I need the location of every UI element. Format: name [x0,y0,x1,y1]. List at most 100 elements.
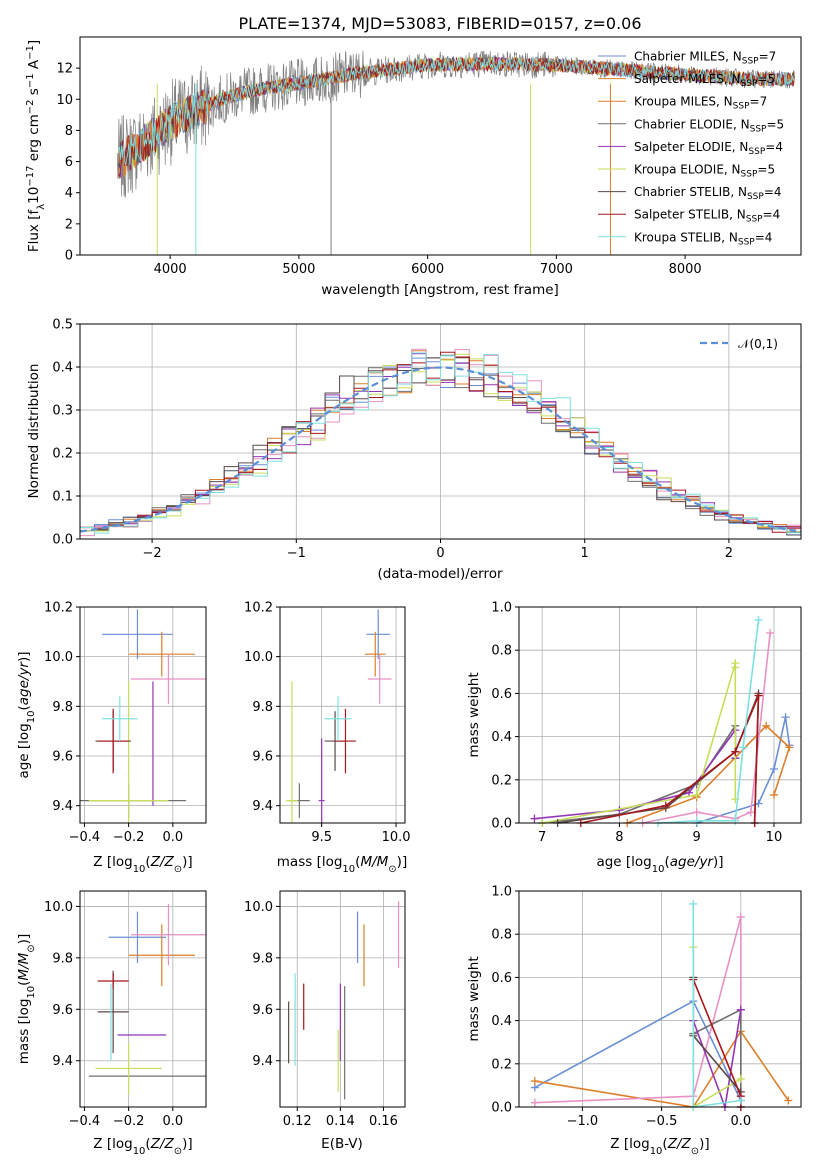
y-tick-label: 0.0 [491,817,512,832]
axes-frame [79,36,802,256]
series-point [731,816,740,825]
y-axis-label: mass [log10(M/M⊙)] [16,934,37,1064]
label-part: 10 [133,864,146,875]
label-part: 10 [26,711,37,724]
y-tick-label: 0.8 [491,644,512,659]
x-tick-label: 7000 [540,262,573,277]
mass-vs-ebv-panel: 0.12 0.14 0.16 9.4 9.6 9.8 10.0 E(B-V) [244,890,406,1152]
label-part: )] [699,1136,710,1152]
residual-y-label: Normed distribution [26,364,42,499]
label-part: Z [log [93,1136,132,1152]
legend-base: Kroupa ELODIE, N [634,163,741,177]
series-point [769,765,778,773]
y-tick-label: 0.4 [491,1014,512,1029]
label-part: Z/Z [150,854,175,870]
series-point [689,899,698,908]
x-axis-label: Z [log10(Z/Z⊙)] [93,854,192,875]
series-point [736,912,745,921]
y-tick-label: 0.6 [491,971,512,986]
series-line [642,632,771,824]
line-plot-area [530,615,794,827]
label-part: ( [662,1136,667,1152]
spectrum-title: PLATE=1374, MJD=53083, FIBERID=0157, z=0… [238,14,641,33]
label-part: ( [16,981,32,986]
label-part: age [log [16,723,32,778]
x-tick-label: −1.0 [567,1114,599,1129]
x-axis-label: E(B-V) [321,1136,363,1152]
line-plot-area [530,899,793,1111]
y-tick-label: 1.0 [491,601,512,616]
label-part: )] [16,934,32,945]
x-tick-label: 1 [581,546,589,561]
x-tick-label: −0.2 [113,830,145,845]
series-point [692,816,701,825]
y-tick-label: 9.8 [252,951,273,966]
legend-entry: Chabrier STELIB, NSSP=4 [634,185,782,202]
label-part: ⊙ [174,1146,182,1157]
series-point [754,615,763,624]
label-part: −1 [25,45,36,60]
y-tick-label: 0.1 [52,490,73,505]
gaussian-curve [80,366,801,533]
x-axis-label: Z [log10(Z/Z⊙)] [93,1136,192,1157]
y-tick-label: 10.0 [44,650,73,665]
series-point [692,790,701,799]
spectrum-panel: 4000 5000 6000 7000 8000 0 2 4 6 8 10 12 Chabrier MI… [25,36,802,298]
y-tick-label: 0.0 [52,533,73,548]
axes-frame [79,890,207,1108]
y-tick-label: 10.0 [244,900,273,915]
x-tick-label: 0.14 [326,1114,355,1129]
series-point [530,1098,539,1107]
label-part: λ [36,204,47,210]
y-tick-label: 0.0 [491,1101,512,1116]
legend-entry: Kroupa MILES, NSSP=7 [634,95,767,112]
legend-tail: =4 [764,185,782,199]
y-tick-label: 0.2 [491,1057,512,1072]
legend-entry: Salpeter ELODIE, NSSP=4 [634,140,783,157]
label-part: age/yr [670,854,715,870]
age-vs-mass-panel: 9.5 10.0 9.4 9.6 9.8 10.0 10.2 mass [log10(M/M⊙… [244,601,411,875]
errorbar-plot-area [80,609,206,823]
y-tick-label: 9.6 [52,749,73,764]
label-part: mass [log [277,854,343,870]
series-point [754,691,763,700]
label-part: −2 [25,99,36,114]
y-tick-label: 9.6 [252,749,273,764]
axes-frame [79,606,207,824]
x-tick-label: −1 [287,546,306,561]
x-tick-label: −0.2 [113,1114,145,1129]
x-tick-label: 0.0 [162,1114,183,1129]
y-tick-label: 9.8 [252,700,273,715]
y-tick-label: 9.8 [52,951,73,966]
series-point [530,814,539,823]
y-tick-label: 0.2 [491,773,512,788]
series-point [736,1096,745,1105]
label-part: mass [log [16,999,32,1065]
label-part: 10 [133,1146,146,1157]
residual-plot-area [80,348,801,537]
series-point [739,743,748,752]
series-point [661,801,670,810]
axes-frame [518,606,802,824]
errorbar-plot-area [288,901,400,1100]
legend-entry: Chabrier ELODIE, NSSP=5 [634,117,784,134]
spectrum-x-label: wavelength [Angstrom, rest frame] [321,282,559,298]
legend-base: Kroupa MILES, N [634,95,733,109]
x-axis-label: mass [log10(M/M⊙)] [277,854,407,875]
spectrum-y-label: Flux [fλ10−17 erg cm−2 s−1 A−1] [25,40,47,252]
y-axis-label: age [log10(age/yr)] [16,651,37,778]
x-tick-label: −0.5 [646,1114,678,1129]
y-tick-label: 9.4 [52,799,73,814]
y-tick-label: 0.6 [491,687,512,702]
legend-base: Kroupa STELIB, N [634,230,738,244]
label-part: erg cm [26,114,42,165]
label-part: )] [397,854,408,870]
series-point [731,663,740,672]
residuals-panel: −2 −1 0 1 2 0.0 0.1 0.2 0.3 0.4 0.5 𝒩(0,1) (data-mod… [26,318,802,582]
legend-entry: Kroupa ELODIE, NSSP=5 [634,163,775,180]
label-part: Z/Z [150,1136,175,1152]
y-tick-label: 9.4 [52,1054,73,1069]
label-part: 10 [652,864,665,875]
legend-tail: =5 [766,117,784,131]
